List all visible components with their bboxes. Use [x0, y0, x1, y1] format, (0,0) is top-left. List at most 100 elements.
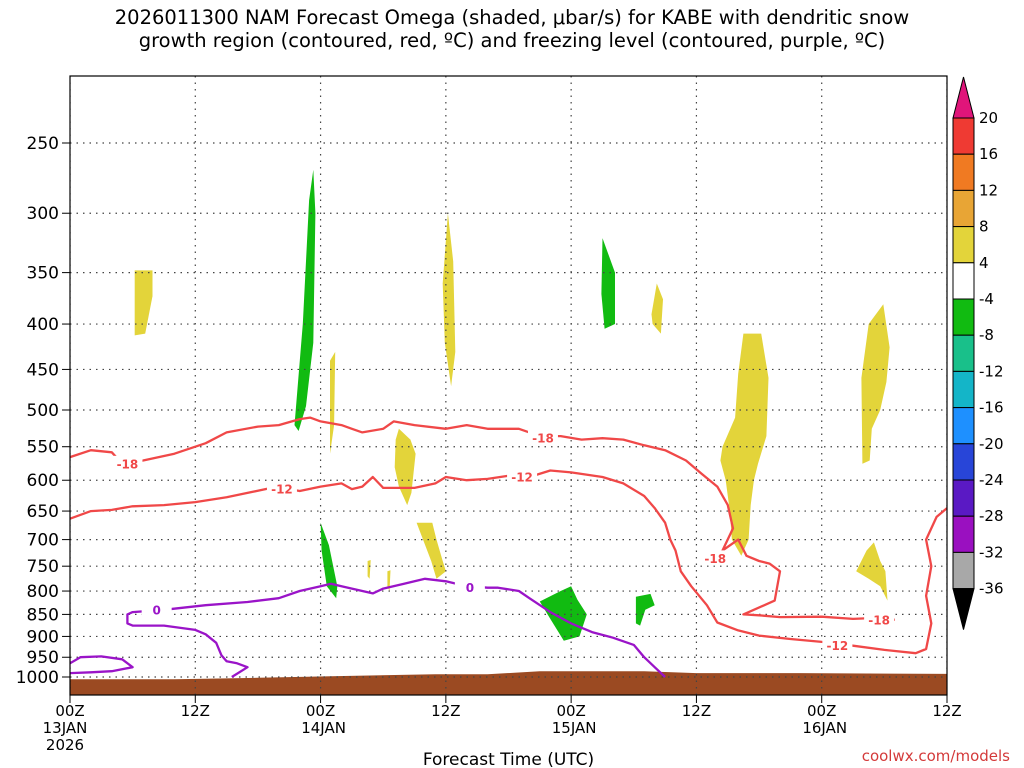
omega-region-10 [367, 560, 371, 579]
omega-region-4 [635, 593, 655, 626]
colorbar-bin-10 [952, 443, 975, 481]
omega-region-6 [330, 351, 336, 454]
y-tick-label-700: 700 [27, 531, 59, 551]
y-tick-label-900: 900 [27, 627, 59, 647]
colorbar-top-triangle [952, 76, 975, 119]
colorbar-bin-8 [952, 370, 975, 409]
contour-label-bg [527, 430, 558, 446]
surface-terrain [70, 671, 947, 695]
x-tick-label-72-1: 16JAN [802, 719, 847, 737]
omega-region-5 [134, 270, 153, 336]
plot-area: -18 -18 -18 -18 -12 -12 -12 0 0 [70, 76, 947, 695]
contour-label-bg [112, 455, 143, 471]
colorbar-label-4: 4 [979, 254, 989, 272]
colorbar-label-2: 12 [979, 181, 998, 199]
y-tick-label-500: 500 [27, 401, 59, 421]
omega-region-3 [539, 586, 587, 641]
colorbar-bin-11 [952, 479, 975, 517]
colorbar-label-1: 16 [979, 145, 998, 163]
x-tick-label-60-0: 12Z [682, 702, 711, 720]
colorbar-bin-12 [952, 515, 975, 553]
contour-label-bg [822, 637, 853, 653]
y-tick-label-1000: 1000 [16, 668, 59, 688]
contour-label-1-1: -12 [511, 471, 533, 485]
y-tick-label-950: 950 [27, 648, 59, 668]
contour-label-0-0: -18 [117, 457, 139, 471]
contour-label-1-0: -12 [271, 483, 293, 497]
contour-label-0-2: -18 [704, 552, 726, 566]
y-tick-label-600: 600 [27, 471, 59, 491]
contour-label-bg [266, 481, 297, 497]
contour-label-bg [507, 469, 538, 485]
omega-region-9 [416, 522, 446, 579]
omega-region-1 [320, 522, 338, 599]
contour-line-2 [70, 655, 134, 675]
plot-frame [69, 75, 948, 696]
y-tick-label-350: 350 [27, 264, 59, 284]
omega-region-14 [861, 304, 890, 464]
colorbar-bin-7 [952, 334, 975, 372]
colorbar-bin-9 [952, 407, 975, 445]
y-tick-label-450: 450 [27, 360, 59, 380]
colorbar-label-11: -28 [979, 507, 1004, 525]
colorbar-bin-6 [952, 298, 975, 336]
x-tick-label-36-0: 12Z [431, 702, 460, 720]
omega-region-8 [442, 213, 456, 387]
y-tick-label-850: 850 [27, 605, 59, 625]
colorbar-bin-4 [952, 226, 975, 264]
x-tick-label-72-0: 00Z [807, 702, 836, 720]
x-tick-label-0-0: 00Z [55, 702, 84, 720]
y-tick-label-550: 550 [27, 438, 59, 458]
y-tick-label-300: 300 [27, 204, 59, 224]
contour-label-3-0: 0 [152, 603, 160, 617]
chart-title: 2026011300 NAM Forecast Omega (shaded, μ… [0, 6, 1024, 52]
colorbar-bin-1 [952, 117, 975, 155]
omega-region-0 [294, 169, 316, 432]
x-tick-label-0-2: 2026 [46, 736, 84, 754]
omega-region-2 [601, 238, 615, 329]
x-tick-label-84-0: 12Z [932, 702, 961, 720]
y-tick-label-750: 750 [27, 557, 59, 577]
y-tick-label-800: 800 [27, 582, 59, 602]
omega-region-7 [394, 428, 416, 506]
contour-label-bg [864, 611, 895, 627]
contour-label-1-2: -12 [827, 639, 849, 653]
y-tick-label-650: 650 [27, 502, 59, 522]
colorbar-label-3: 8 [979, 218, 989, 236]
contour-line-3 [126, 577, 666, 678]
colorbar-label-13: -36 [979, 580, 1004, 598]
colorbar-label-8: -16 [979, 399, 1004, 417]
title-line-1: 2026011300 NAM Forecast Omega (shaded, μ… [114, 6, 910, 29]
contour-label-bg [700, 550, 731, 566]
omega-region-12 [651, 283, 663, 334]
x-tick-label-48-1: 15JAN [552, 719, 597, 737]
colorbar-bottom-triangle [952, 588, 975, 630]
x-tick-label-24-0: 00Z [306, 702, 335, 720]
colorbar-label-12: -32 [979, 543, 1004, 561]
y-tick-label-400: 400 [27, 315, 59, 335]
colorbar-bin-2 [952, 153, 975, 191]
credit-text: coolwx.com/models [861, 747, 1010, 765]
x-tick-label-24-1: 14JAN [301, 719, 346, 737]
colorbar-bin-3 [952, 189, 975, 228]
colorbar-label-6: -8 [979, 326, 994, 344]
omega-region-15 [856, 542, 888, 601]
contour-label-bg [454, 579, 485, 595]
contour-label-0-3: -18 [868, 613, 890, 627]
colorbar-label-5: -4 [979, 290, 994, 308]
colorbar-label-9: -20 [979, 435, 1004, 453]
omega-region-13 [720, 333, 769, 556]
colorbar-label-0: 20 [979, 109, 998, 127]
contour-label-3-1: 0 [466, 581, 474, 595]
x-tick-label-12-0: 12Z [181, 702, 210, 720]
colorbar-bin-5 [952, 262, 975, 300]
y-tick-label-250: 250 [27, 134, 59, 154]
x-axis-label: Forecast Time (UTC) [423, 750, 594, 768]
x-tick-label-48-0: 00Z [556, 702, 585, 720]
colorbar-bin-13 [952, 551, 975, 590]
contour-line-0 [70, 416, 895, 621]
contour-label-bg [141, 601, 172, 617]
colorbar-label-7: -12 [979, 362, 1004, 380]
contour-label-0-1: -18 [532, 432, 554, 446]
